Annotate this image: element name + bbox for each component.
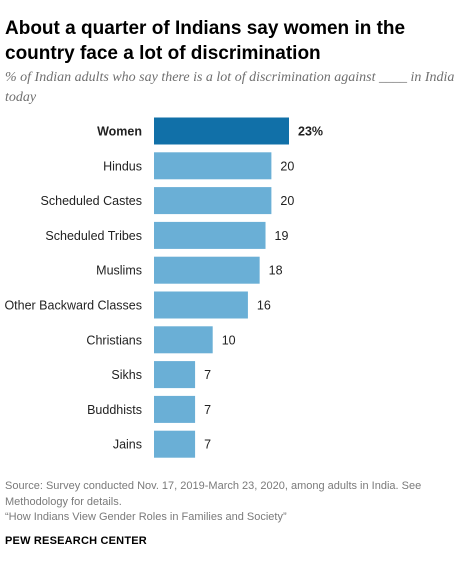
chart-title: About a quarter of Indians say women in … (5, 18, 406, 64)
value-label-buddhists: 7 (204, 403, 211, 417)
value-label-scheduled-castes: 20 (280, 194, 294, 208)
category-label-women: Women (97, 125, 142, 139)
bar-women (154, 117, 289, 145)
value-label-women: 23% (298, 125, 323, 139)
source-note: Source: Survey conducted Nov. 17, 2019-M… (5, 480, 422, 508)
value-label-christians: 10 (222, 333, 236, 347)
chart-subtitle: % of Indian adults who say there is a lo… (5, 70, 455, 105)
bar-hindus (154, 152, 272, 180)
bar-muslims (154, 256, 260, 284)
bar-chart: Women 23% Hindus 20 Scheduled Castes 20 Schedu… (4, 117, 323, 458)
bar-christians (154, 326, 213, 354)
category-label-jains: Jains (113, 438, 142, 452)
pew-research-center-logo: PEW RESEARCH CENTER (5, 535, 147, 547)
bar-buddhists (154, 395, 196, 423)
bar-jains (154, 430, 196, 458)
category-label-scheduled-castes: Scheduled Castes (41, 194, 142, 208)
category-label-other-backward-classes: Other Backward Classes (4, 299, 142, 313)
value-label-sikhs: 7 (204, 368, 211, 382)
category-label-muslims: Muslims (96, 264, 142, 278)
bar-scheduled-tribes (154, 221, 266, 249)
report-title-note: “How Indians View Gender Roles in Famili… (5, 511, 287, 523)
bar-scheduled-castes (154, 187, 272, 215)
category-label-buddhists: Buddhists (87, 403, 142, 417)
value-label-muslims: 18 (269, 264, 283, 278)
bar-sikhs (154, 361, 196, 389)
value-label-hindus: 20 (280, 159, 294, 173)
category-label-scheduled-tribes: Scheduled Tribes (45, 229, 142, 243)
category-label-christians: Christians (86, 333, 142, 347)
value-label-jains: 7 (204, 438, 211, 452)
category-label-hindus: Hindus (103, 159, 142, 173)
value-label-other-backward-classes: 16 (257, 299, 271, 313)
category-label-sikhs: Sikhs (111, 368, 142, 382)
value-label-scheduled-tribes: 19 (275, 229, 289, 243)
bar-other-backward-classes (154, 291, 248, 319)
